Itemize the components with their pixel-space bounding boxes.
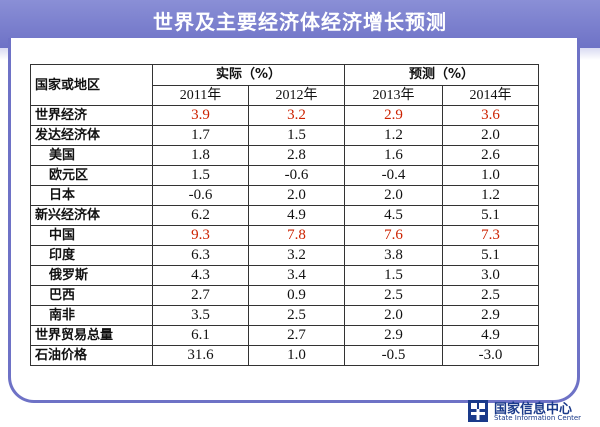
table-header-row-2: 2011年 2012年 2013年 2014年 <box>31 84 539 106</box>
table-row: 发达经济体 1.7 1.5 1.2 2.0 <box>30 125 539 146</box>
row-label: 中国 <box>30 225 153 246</box>
row-label: 新兴经济体 <box>30 205 153 226</box>
table-cell: 1.2 <box>344 125 443 146</box>
table-cell: 4.5 <box>344 205 443 226</box>
logo-english-name: State Information Center <box>494 414 582 422</box>
table-cell: 3.4 <box>248 265 345 286</box>
table-row: 新兴经济体 6.2 4.9 4.5 5.1 <box>30 205 539 226</box>
table-cell: 3.2 <box>248 245 345 266</box>
table-cell: 2.5 <box>344 285 443 306</box>
table-cell: 7.6 <box>344 225 443 246</box>
table-cell: 1.2 <box>442 185 539 206</box>
table-cell: 3.8 <box>344 245 443 266</box>
row-label: 世界贸易总量 <box>30 325 153 346</box>
forecast-group-header: 预测（%） <box>344 64 539 86</box>
row-label: 世界经济 <box>30 105 153 126</box>
table-cell: 3.9 <box>152 105 249 126</box>
table-cell: 1.5 <box>344 265 443 286</box>
table-row: 美国 1.8 2.8 1.6 2.6 <box>30 145 539 166</box>
table-cell: 6.1 <box>152 325 249 346</box>
table-cell: 2.8 <box>248 145 345 166</box>
table-cell: 4.9 <box>248 205 345 226</box>
table-cell: 0.9 <box>248 285 345 306</box>
table-cell: 3.0 <box>442 265 539 286</box>
table-cell: 2.9 <box>442 305 539 326</box>
table-row: 欧元区 1.5 -0.6 -0.4 1.0 <box>30 165 539 186</box>
row-label: 日本 <box>30 185 153 206</box>
table-cell: 2.9 <box>344 105 443 126</box>
state-information-center-logo: 国家信息中心 State Information Center <box>468 398 598 426</box>
table-row: 中国 9.3 7.8 7.6 7.3 <box>30 225 539 246</box>
row-label: 美国 <box>30 145 153 166</box>
table-cell: 2.7 <box>152 285 249 306</box>
table-cell: 5.1 <box>442 205 539 226</box>
actual-group-header: 实际（%） <box>152 64 345 86</box>
table-header-row-1: 国家或地区 实际（%） 预测（%） <box>30 64 539 106</box>
table-cell: 5.1 <box>442 245 539 266</box>
year-header: 2014年 <box>442 84 539 106</box>
table-cell: -0.4 <box>344 165 443 186</box>
table-cell: 3.2 <box>248 105 345 126</box>
year-header: 2013年 <box>344 84 443 106</box>
table-cell: 2.6 <box>442 145 539 166</box>
table-cell: 1.6 <box>344 145 443 166</box>
corner-header: 国家或地区 <box>30 64 153 106</box>
table-cell: 1.8 <box>152 145 249 166</box>
table-cell: 2.5 <box>248 305 345 326</box>
table-cell: -3.0 <box>442 345 539 366</box>
table-row: 石油价格 31.6 1.0 -0.5 -3.0 <box>30 345 539 366</box>
sic-logo-icon <box>468 400 488 422</box>
row-label: 发达经济体 <box>30 125 153 146</box>
table-cell: 4.9 <box>442 325 539 346</box>
table-cell: 3.6 <box>442 105 539 126</box>
table-cell: -0.6 <box>248 165 345 186</box>
table-cell: 1.0 <box>248 345 345 366</box>
row-label: 巴西 <box>30 285 153 306</box>
logo-chinese-name: 国家信息中心 <box>494 402 573 417</box>
table-cell: 6.3 <box>152 245 249 266</box>
table-row: 南非 3.5 2.5 2.0 2.9 <box>30 305 539 326</box>
table-cell: 9.3 <box>152 225 249 246</box>
year-header: 2012年 <box>248 84 345 106</box>
table-cell: 31.6 <box>152 345 249 366</box>
table-row: 俄罗斯 4.3 3.4 1.5 3.0 <box>30 265 539 286</box>
table-cell: 2.0 <box>344 305 443 326</box>
table-cell: 2.0 <box>248 185 345 206</box>
table-cell: 7.3 <box>442 225 539 246</box>
table-cell: 1.7 <box>152 125 249 146</box>
table-cell: 4.3 <box>152 265 249 286</box>
row-label: 石油价格 <box>30 345 153 366</box>
table-row: 世界贸易总量 6.1 2.7 2.9 4.9 <box>30 325 539 346</box>
table-cell: 2.9 <box>344 325 443 346</box>
year-header: 2011年 <box>152 84 249 106</box>
growth-forecast-table: 国家或地区 实际（%） 预测（%） 2011年 2012年 2013年 2014… <box>30 64 539 366</box>
table-cell: -0.6 <box>152 185 249 206</box>
table-row: 印度 6.3 3.2 3.8 5.1 <box>30 245 539 266</box>
table-row: 巴西 2.7 0.9 2.5 2.5 <box>30 285 539 306</box>
page-title: 世界及主要经济体经济增长预测 <box>153 10 447 34</box>
table-cell: 2.0 <box>344 185 443 206</box>
table-cell: 1.5 <box>248 125 345 146</box>
table-cell: 2.5 <box>442 285 539 306</box>
table-row: 日本 -0.6 2.0 2.0 1.2 <box>30 185 539 206</box>
row-label: 俄罗斯 <box>30 265 153 286</box>
table-cell: 7.8 <box>248 225 345 246</box>
row-label: 南非 <box>30 305 153 326</box>
table-cell: 2.7 <box>248 325 345 346</box>
table-cell: 6.2 <box>152 205 249 226</box>
table-cell: 1.0 <box>442 165 539 186</box>
table-cell: 3.5 <box>152 305 249 326</box>
row-label: 欧元区 <box>30 165 153 186</box>
table-cell: -0.5 <box>344 345 443 366</box>
row-label: 印度 <box>30 245 153 266</box>
table-cell: 2.0 <box>442 125 539 146</box>
table-cell: 1.5 <box>152 165 249 186</box>
table-row: 世界经济 3.9 3.2 2.9 3.6 <box>30 105 539 126</box>
